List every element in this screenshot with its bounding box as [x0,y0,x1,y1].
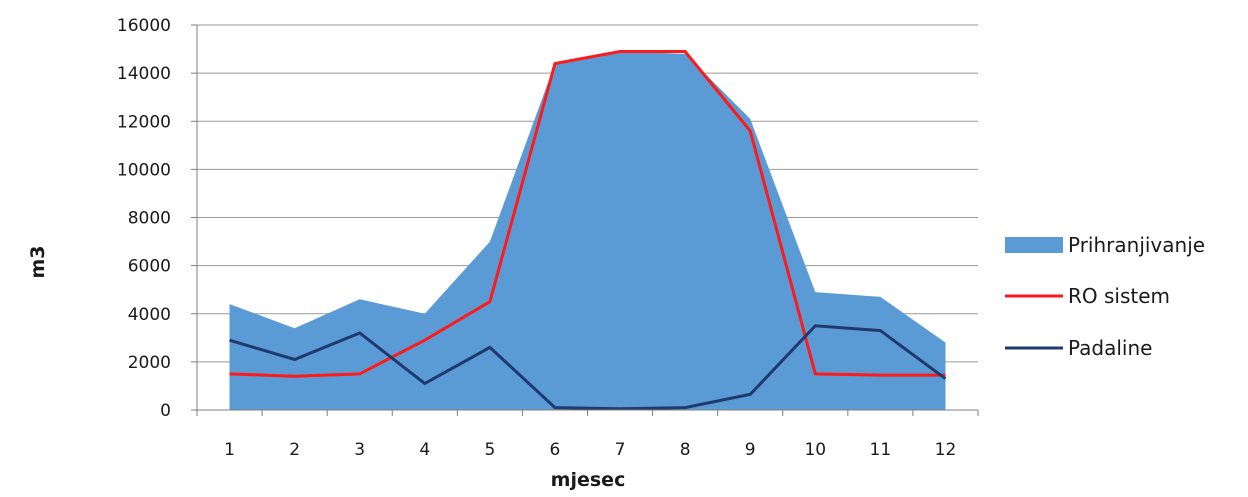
y-tick-label: 4000 [128,305,171,325]
line-series-ro-sistem [229,50,946,378]
y-tick-label: 14000 [117,64,171,84]
legend-label-padaline: Padaline [1068,336,1152,360]
axes [191,24,979,416]
y-tick-label: 8000 [128,209,171,229]
x-tick-label: 4 [419,440,430,460]
y-tick-labels: 0 2000 4000 6000 8000 10000 12000 14000 16000 [117,16,171,421]
y-tick-label: 10000 [117,160,171,180]
legend-swatch-prihranjivanje [1005,237,1063,253]
y-tick-label: 12000 [117,112,171,132]
legend: Prihranjivanje RO sistem Padaline [1005,233,1205,360]
x-tick-label: 10 [804,440,826,460]
x-axis-title: mjesec [551,469,626,491]
y-tick-label: 16000 [117,16,171,36]
y-tick-label: 6000 [128,257,171,277]
area-series-prihranjivanje [229,51,946,410]
x-tick-label: 1 [224,440,235,460]
legend-label-ro-sistem: RO sistem [1068,284,1170,308]
line-series-padaline [229,324,947,411]
line-layer [229,50,947,411]
x-tick-label: 11 [870,440,892,460]
y-tick-label: 2000 [128,353,171,373]
x-tick-label: 3 [354,440,365,460]
x-tick-label: 8 [680,440,691,460]
legend-label-prihranjivanje: Prihranjivanje [1068,233,1205,257]
area-layer [229,51,946,410]
x-tick-label: 6 [550,440,561,460]
x-tick-label: 5 [484,440,495,460]
x-tick-label: 12 [935,440,957,460]
y-tick-label: 0 [160,401,171,421]
x-tick-label: 2 [289,440,300,460]
x-tick-labels: 1 2 3 4 5 6 7 8 9 10 11 12 [224,440,956,460]
x-tick-label: 7 [615,440,626,460]
x-tick-label: 9 [745,440,756,460]
y-axis-title: m3 [27,245,49,278]
